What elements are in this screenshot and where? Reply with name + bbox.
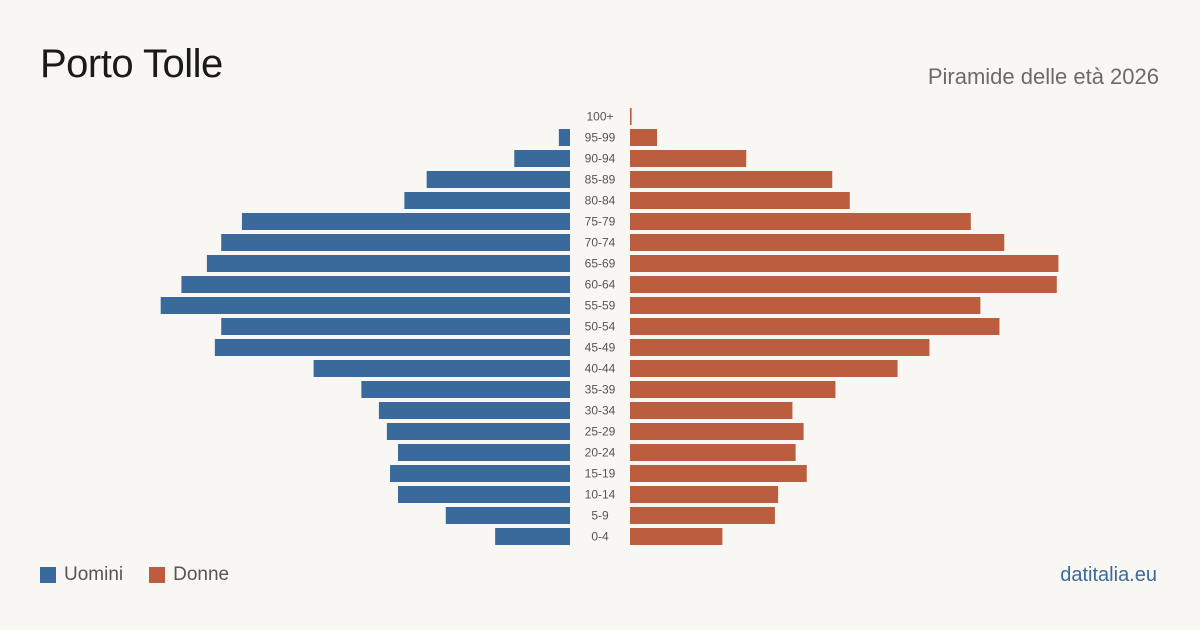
bar-men-10-14 [398,486,570,503]
bar-women-50-54 [630,318,1000,335]
bar-men-20-24 [398,444,570,461]
age-label-40-44: 40-44 [585,362,616,376]
age-label-25-29: 25-29 [585,425,616,439]
bar-women-95-99 [630,129,658,146]
legend-label-women: Donne [173,564,230,585]
bar-men-40-44 [313,360,570,377]
bar-men-15-19 [390,465,570,482]
bar-women-100plus [630,108,632,125]
bar-women-70-74 [630,234,1005,251]
age-label-15-19: 15-19 [585,467,616,481]
age-label-10-14: 10-14 [585,488,616,502]
age-label-75-79: 75-79 [585,215,616,229]
bar-women-90-94 [630,150,747,167]
age-label-85-89: 85-89 [585,173,616,187]
bar-men-5-9 [445,507,570,524]
legend-swatch-women [149,567,166,583]
legend-swatch-men [40,567,56,583]
bar-men-30-34 [378,402,570,419]
age-label-35-39: 35-39 [585,383,616,397]
bar-women-15-19 [630,465,807,482]
bar-men-80-84 [404,192,570,209]
bar-women-80-84 [630,192,850,209]
bar-women-60-64 [630,276,1057,293]
bar-men-95-99 [558,129,570,146]
age-group-labels: 100+ 95-99 90-94 85-89 80-84 75-79 70-74 65-69 6… [585,110,616,544]
chart-legend: Uomini Donne [40,564,229,586]
bar-women-75-79 [630,213,971,230]
bar-women-30-34 [630,402,793,419]
age-label-100plus: 100+ [586,110,613,124]
age-label-30-34: 30-34 [585,404,616,418]
bar-men-45-49 [214,339,570,356]
page-title: Porto Tolle [40,42,223,86]
bar-women-5-9 [630,507,775,524]
age-label-0-4: 0-4 [591,530,609,544]
age-label-60-64: 60-64 [585,278,616,292]
age-label-65-69: 65-69 [585,257,616,271]
bar-men-60-64 [181,276,570,293]
bar-men-75-79 [241,213,571,230]
age-label-50-54: 50-54 [585,320,616,334]
age-label-80-84: 80-84 [585,194,616,208]
bar-men-85-89 [426,171,570,188]
bar-women-85-89 [630,171,833,188]
bar-men-50-54 [221,318,570,335]
chart-subtitle: Piramide delle età 2026 [927,64,1159,89]
bar-women-20-24 [630,444,796,461]
bar-men-25-29 [386,423,570,440]
bar-women-55-59 [630,297,981,314]
bar-women-35-39 [630,381,836,398]
age-label-20-24: 20-24 [585,446,616,460]
legend-label-men: Uomini [64,564,124,585]
bar-men-0-4 [495,528,570,545]
age-label-95-99: 95-99 [585,131,616,145]
legend-item-women: Donne [149,564,229,586]
bar-women-0-4 [630,528,723,545]
bar-women-65-69 [630,255,1059,272]
legend-item-men: Uomini [40,564,123,586]
bar-men-35-39 [361,381,570,398]
age-label-90-94: 90-94 [585,152,616,166]
source-link[interactable]: datitalia.eu [1060,564,1157,586]
age-label-55-59: 55-59 [585,299,616,313]
bar-women-40-44 [630,360,898,377]
bar-men-55-59 [160,297,570,314]
women-bars [630,108,1059,545]
bar-men-90-94 [514,150,570,167]
men-bars [160,129,571,545]
bar-women-10-14 [630,486,779,503]
age-label-45-49: 45-49 [585,341,616,355]
age-label-5-9: 5-9 [591,509,609,523]
bar-men-70-74 [221,234,570,251]
age-label-70-74: 70-74 [585,236,616,250]
bar-women-25-29 [630,423,804,440]
bar-women-45-49 [630,339,930,356]
bar-men-65-69 [206,255,570,272]
